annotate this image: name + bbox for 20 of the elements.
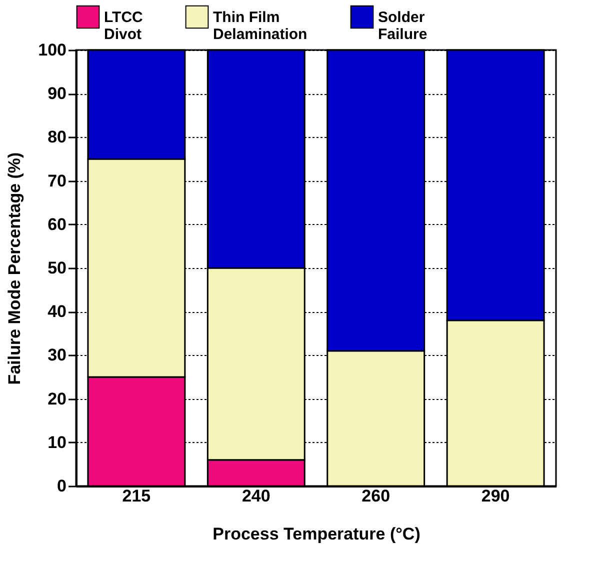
y-tick-label: 20	[48, 389, 66, 408]
y-tick-label: 70	[48, 171, 66, 190]
y-tick-label: 30	[48, 346, 66, 365]
y-tick-label: 100	[38, 40, 66, 60]
legend-label: Thin Film Delamination	[213, 9, 308, 43]
y-axis-title: Failure Mode Percentage (%)	[5, 152, 24, 385]
x-tick-label: 215	[122, 486, 151, 506]
y-tick-label: 90	[48, 84, 66, 104]
legend-label: Solder Failure	[378, 9, 428, 43]
y-tick-label: 40	[48, 302, 66, 322]
x-tick-label: 260	[362, 486, 390, 506]
y-tick-label: 80	[48, 128, 66, 147]
y-tick-label: 60	[48, 214, 66, 234]
x-axis-title: Process Temperature (°C)	[212, 524, 420, 544]
y-tick-label: 10	[48, 432, 66, 452]
legend-label: LTCC Divot	[104, 9, 144, 43]
y-tick-label: 50	[48, 258, 66, 278]
x-tick-label: 240	[242, 486, 270, 506]
y-tick-label: 0	[57, 476, 66, 496]
x-tick-label: 290	[481, 486, 510, 506]
